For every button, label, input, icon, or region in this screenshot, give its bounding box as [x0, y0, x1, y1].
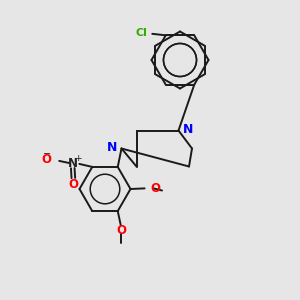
Text: O: O	[42, 153, 52, 166]
Text: O: O	[116, 224, 126, 237]
Text: N: N	[68, 157, 78, 170]
Text: O: O	[68, 178, 78, 190]
Text: N: N	[107, 141, 118, 154]
Text: O: O	[150, 182, 160, 195]
Text: Cl: Cl	[136, 28, 148, 38]
Text: N: N	[182, 123, 193, 136]
Text: +: +	[74, 154, 82, 163]
Text: −: −	[43, 149, 51, 159]
